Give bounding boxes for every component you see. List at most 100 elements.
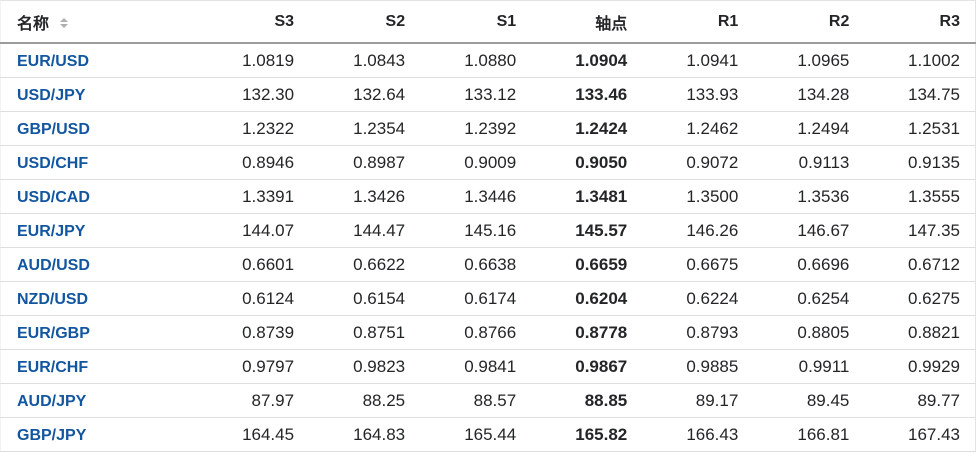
table-row: AUD/USD 0.6601 0.6622 0.6638 0.6659 0.6675 0.… [0,247,976,282]
pair-name-cell: NZD/USD [0,281,198,316]
s1-value-cell: 88.57 [420,383,532,418]
pivot-value-cell: 88.85 [531,383,643,418]
pair-name-cell: GBP/USD [0,111,198,146]
s2-value-cell: 0.6154 [309,281,421,316]
s2-value-cell: 88.25 [309,383,421,418]
pair-link[interactable]: NZD/USD [17,291,89,308]
pivot-value-cell: 0.8778 [531,315,643,350]
pair-link[interactable]: EUR/JPY [17,223,86,240]
column-header-name[interactable]: 名称 [0,0,198,44]
table-row: USD/JPY 132.30 132.64 133.12 133.46 133.93 13… [0,77,976,112]
table-row: EUR/GBP 0.8739 0.8751 0.8766 0.8778 0.8793 0.… [0,315,976,350]
pivot-value-cell: 0.9867 [531,349,643,384]
sort-down-arrow-icon [60,24,69,29]
r1-value-cell: 0.6224 [642,281,754,316]
r1-value-cell: 0.9885 [642,349,754,384]
r2-value-cell: 146.67 [753,213,865,248]
pair-name-cell: USD/JPY [0,77,198,112]
pair-name-cell: GBP/JPY [0,417,198,452]
s3-value-cell: 1.0819 [198,43,310,78]
pair-link[interactable]: USD/JPY [17,87,86,104]
pair-name-cell: EUR/CHF [0,349,198,384]
pair-link[interactable]: GBP/JPY [17,427,87,444]
table-row: GBP/JPY 164.45 164.83 165.44 165.82 166.43 16… [0,417,976,452]
r1-value-cell: 0.6675 [642,247,754,282]
pair-name-cell: AUD/USD [0,247,198,282]
s2-value-cell: 1.3426 [309,179,421,214]
column-header-s1: S1 [420,0,532,44]
r3-value-cell: 0.8821 [864,315,976,350]
pivot-value-cell: 1.3481 [531,179,643,214]
s1-value-cell: 1.3446 [420,179,532,214]
s3-value-cell: 87.97 [198,383,310,418]
r2-value-cell: 89.45 [753,383,865,418]
pair-name-cell: EUR/GBP [0,315,198,350]
table-row: NZD/USD 0.6124 0.6154 0.6174 0.6204 0.6224 0.… [0,281,976,316]
column-header-r2: R2 [753,0,865,44]
r3-value-cell: 0.6275 [864,281,976,316]
s2-value-cell: 132.64 [309,77,421,112]
column-header-r3: R3 [864,0,976,44]
s3-value-cell: 0.8946 [198,145,310,180]
pair-link[interactable]: EUR/USD [17,53,90,70]
r3-value-cell: 134.75 [864,77,976,112]
table-row: USD/CAD 1.3391 1.3426 1.3446 1.3481 1.3500 1.… [0,179,976,214]
s1-value-cell: 0.6174 [420,281,532,316]
pivot-value-cell: 0.6204 [531,281,643,316]
pair-name-cell: USD/CHF [0,145,198,180]
pair-link[interactable]: GBP/USD [17,121,90,138]
pair-link[interactable]: EUR/GBP [17,325,90,342]
pivot-value-cell: 145.57 [531,213,643,248]
s3-value-cell: 0.6124 [198,281,310,316]
r2-value-cell: 1.0965 [753,43,865,78]
r2-value-cell: 1.2494 [753,111,865,146]
s2-value-cell: 144.47 [309,213,421,248]
pair-link[interactable]: AUD/USD [17,257,90,274]
header-row: 名称 S3 S2 S1 轴点 R1 R2 R3 [0,0,976,44]
pivot-value-cell: 0.9050 [531,145,643,180]
sort-icon[interactable] [60,18,69,29]
pair-name-cell: EUR/USD [0,43,198,78]
r2-value-cell: 166.81 [753,417,865,452]
pair-link[interactable]: USD/CAD [17,189,90,206]
r3-value-cell: 0.6712 [864,247,976,282]
column-header-pivot: 轴点 [531,0,643,44]
pair-link[interactable]: USD/CHF [17,155,89,172]
s3-value-cell: 0.6601 [198,247,310,282]
pair-link[interactable]: AUD/JPY [17,393,87,410]
s2-value-cell: 0.8751 [309,315,421,350]
pair-link[interactable]: EUR/CHF [17,359,89,376]
s2-value-cell: 0.6622 [309,247,421,282]
r2-value-cell: 0.6696 [753,247,865,282]
pair-name-cell: USD/CAD [0,179,198,214]
r1-value-cell: 133.93 [642,77,754,112]
s3-value-cell: 1.3391 [198,179,310,214]
r2-value-cell: 1.3536 [753,179,865,214]
pivot-value-cell: 0.6659 [531,247,643,282]
r3-value-cell: 1.2531 [864,111,976,146]
s1-value-cell: 0.9841 [420,349,532,384]
pivot-value-cell: 1.0904 [531,43,643,78]
s1-value-cell: 133.12 [420,77,532,112]
r1-value-cell: 146.26 [642,213,754,248]
column-header-name-label: 名称 [17,16,50,33]
table-head: 名称 S3 S2 S1 轴点 R1 R2 R3 [0,0,976,44]
s3-value-cell: 0.8739 [198,315,310,350]
r2-value-cell: 0.9911 [753,349,865,384]
r3-value-cell: 147.35 [864,213,976,248]
r1-value-cell: 1.3500 [642,179,754,214]
s1-value-cell: 0.9009 [420,145,532,180]
s2-value-cell: 1.2354 [309,111,421,146]
r3-value-cell: 89.77 [864,383,976,418]
column-header-s2: S2 [309,0,421,44]
r1-value-cell: 0.9072 [642,145,754,180]
s1-value-cell: 145.16 [420,213,532,248]
r3-value-cell: 0.9929 [864,349,976,384]
table-body: EUR/USD 1.0819 1.0843 1.0880 1.0904 1.0941 1.… [0,43,976,452]
column-header-r1: R1 [642,0,754,44]
s3-value-cell: 0.9797 [198,349,310,384]
r3-value-cell: 1.1002 [864,43,976,78]
pair-name-cell: AUD/JPY [0,383,198,418]
table-row: EUR/JPY 144.07 144.47 145.16 145.57 146.26 14… [0,213,976,248]
pivot-value-cell: 133.46 [531,77,643,112]
